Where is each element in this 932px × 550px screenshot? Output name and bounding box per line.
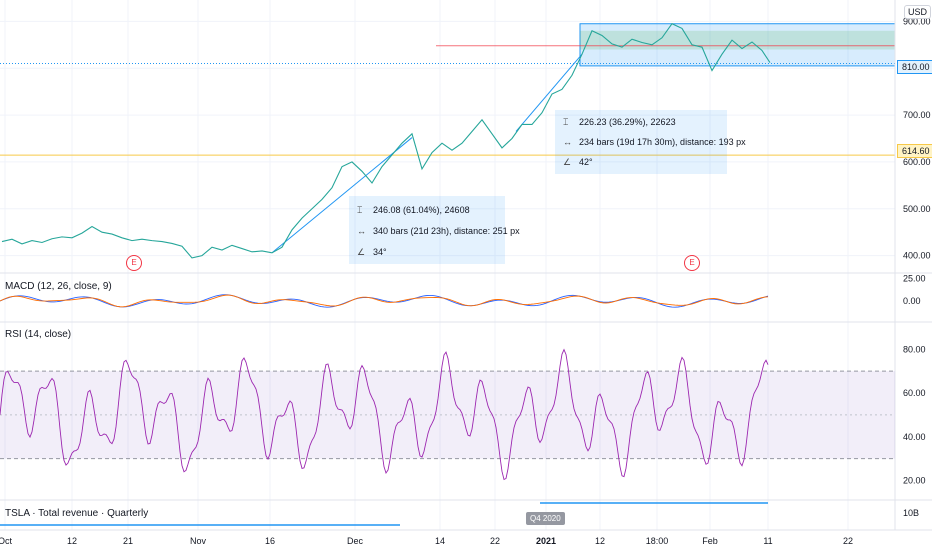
macd-line: [0, 294, 769, 308]
time-tick-label: 22: [490, 536, 500, 546]
time-tick-label: 21: [123, 536, 133, 546]
bars-range-icon: ↔: [563, 137, 572, 147]
revenue-tick-label: 10B: [903, 508, 919, 518]
rsi-tick-label: 60.00: [903, 388, 926, 398]
price-range-icon: ⌶: [357, 205, 363, 215]
price-range-icon: ⌶: [563, 117, 569, 127]
price-tick-label: 400.00: [903, 251, 931, 261]
price-tick-label: 500.00: [903, 204, 931, 214]
measurement-box-2[interactable]: ⌶ 226.23 (36.29%), 22623 ↔ 234 bars (19d 1…: [555, 110, 746, 174]
time-tick-label: 12: [595, 536, 605, 546]
angle-icon: ∠: [563, 157, 572, 167]
measurement-2-price: 226.23 (36.29%), 22623: [579, 117, 676, 127]
time-tick-label: 11: [763, 536, 772, 546]
time-tick-label: Dec: [347, 536, 364, 546]
price-tick-label: 900.00: [903, 16, 931, 26]
price-tag-614: 614.60: [897, 144, 932, 158]
macd-tick-label: 25.00: [903, 274, 926, 284]
price-tick-label: 600.00: [903, 157, 931, 167]
macd-label[interactable]: MACD (12, 26, close, 9): [5, 281, 112, 292]
rsi-line: [0, 348, 769, 481]
price-tick-label: 700.00: [903, 110, 931, 120]
bars-range-icon: ↔: [357, 226, 366, 236]
revenue-label[interactable]: TSLA · Total revenue · Quarterly: [5, 508, 149, 519]
rsi-tick-label: 20.00: [903, 476, 926, 486]
rsi-tick-label: 40.00: [903, 432, 926, 442]
measurement-2-bars: 234 bars (19d 17h 30m), distance: 193 px: [579, 137, 746, 147]
trend-line-2: [515, 53, 583, 132]
measurement-1-price: 246.08 (61.04%), 24608: [373, 205, 470, 215]
measurement-1-angle: 34°: [373, 247, 387, 257]
time-tick-label: Oct: [0, 536, 12, 546]
time-tick-label: Feb: [702, 536, 718, 546]
time-tick-label: Nov: [190, 536, 207, 546]
measurement-2-angle: 42°: [579, 157, 593, 167]
earnings-marker-2[interactable]: E: [684, 255, 700, 271]
macd-signal-line: [0, 294, 769, 308]
measurement-1-bars: 340 bars (21d 23h), distance: 251 px: [373, 226, 520, 236]
quarter-label[interactable]: Q4 2020: [526, 512, 565, 525]
trend-line-1: [271, 137, 413, 254]
rsi-label[interactable]: RSI (14, close): [5, 329, 72, 340]
earnings-marker-1[interactable]: E: [126, 255, 142, 271]
time-tick-label: 12: [67, 536, 77, 546]
currency-label[interactable]: USD: [904, 5, 932, 19]
price-line: [1, 23, 771, 259]
time-tick-label: 2021: [536, 536, 556, 546]
time-tick-label: 16: [265, 536, 275, 546]
time-tick-label: 18:00: [646, 536, 669, 546]
angle-icon: ∠: [357, 247, 366, 257]
macd-tick-label: 0.00: [903, 296, 921, 306]
measurement-box-1[interactable]: ⌶ 246.08 (61.04%), 24608 ↔ 340 bars (21d 2…: [349, 196, 520, 264]
time-tick-label: 14: [435, 536, 445, 546]
time-tick-label: 22: [843, 536, 853, 546]
channel-inner: [580, 30, 895, 50]
rsi-tick-label: 80.00: [903, 344, 926, 354]
price-tag-810: 810.00: [897, 60, 932, 74]
